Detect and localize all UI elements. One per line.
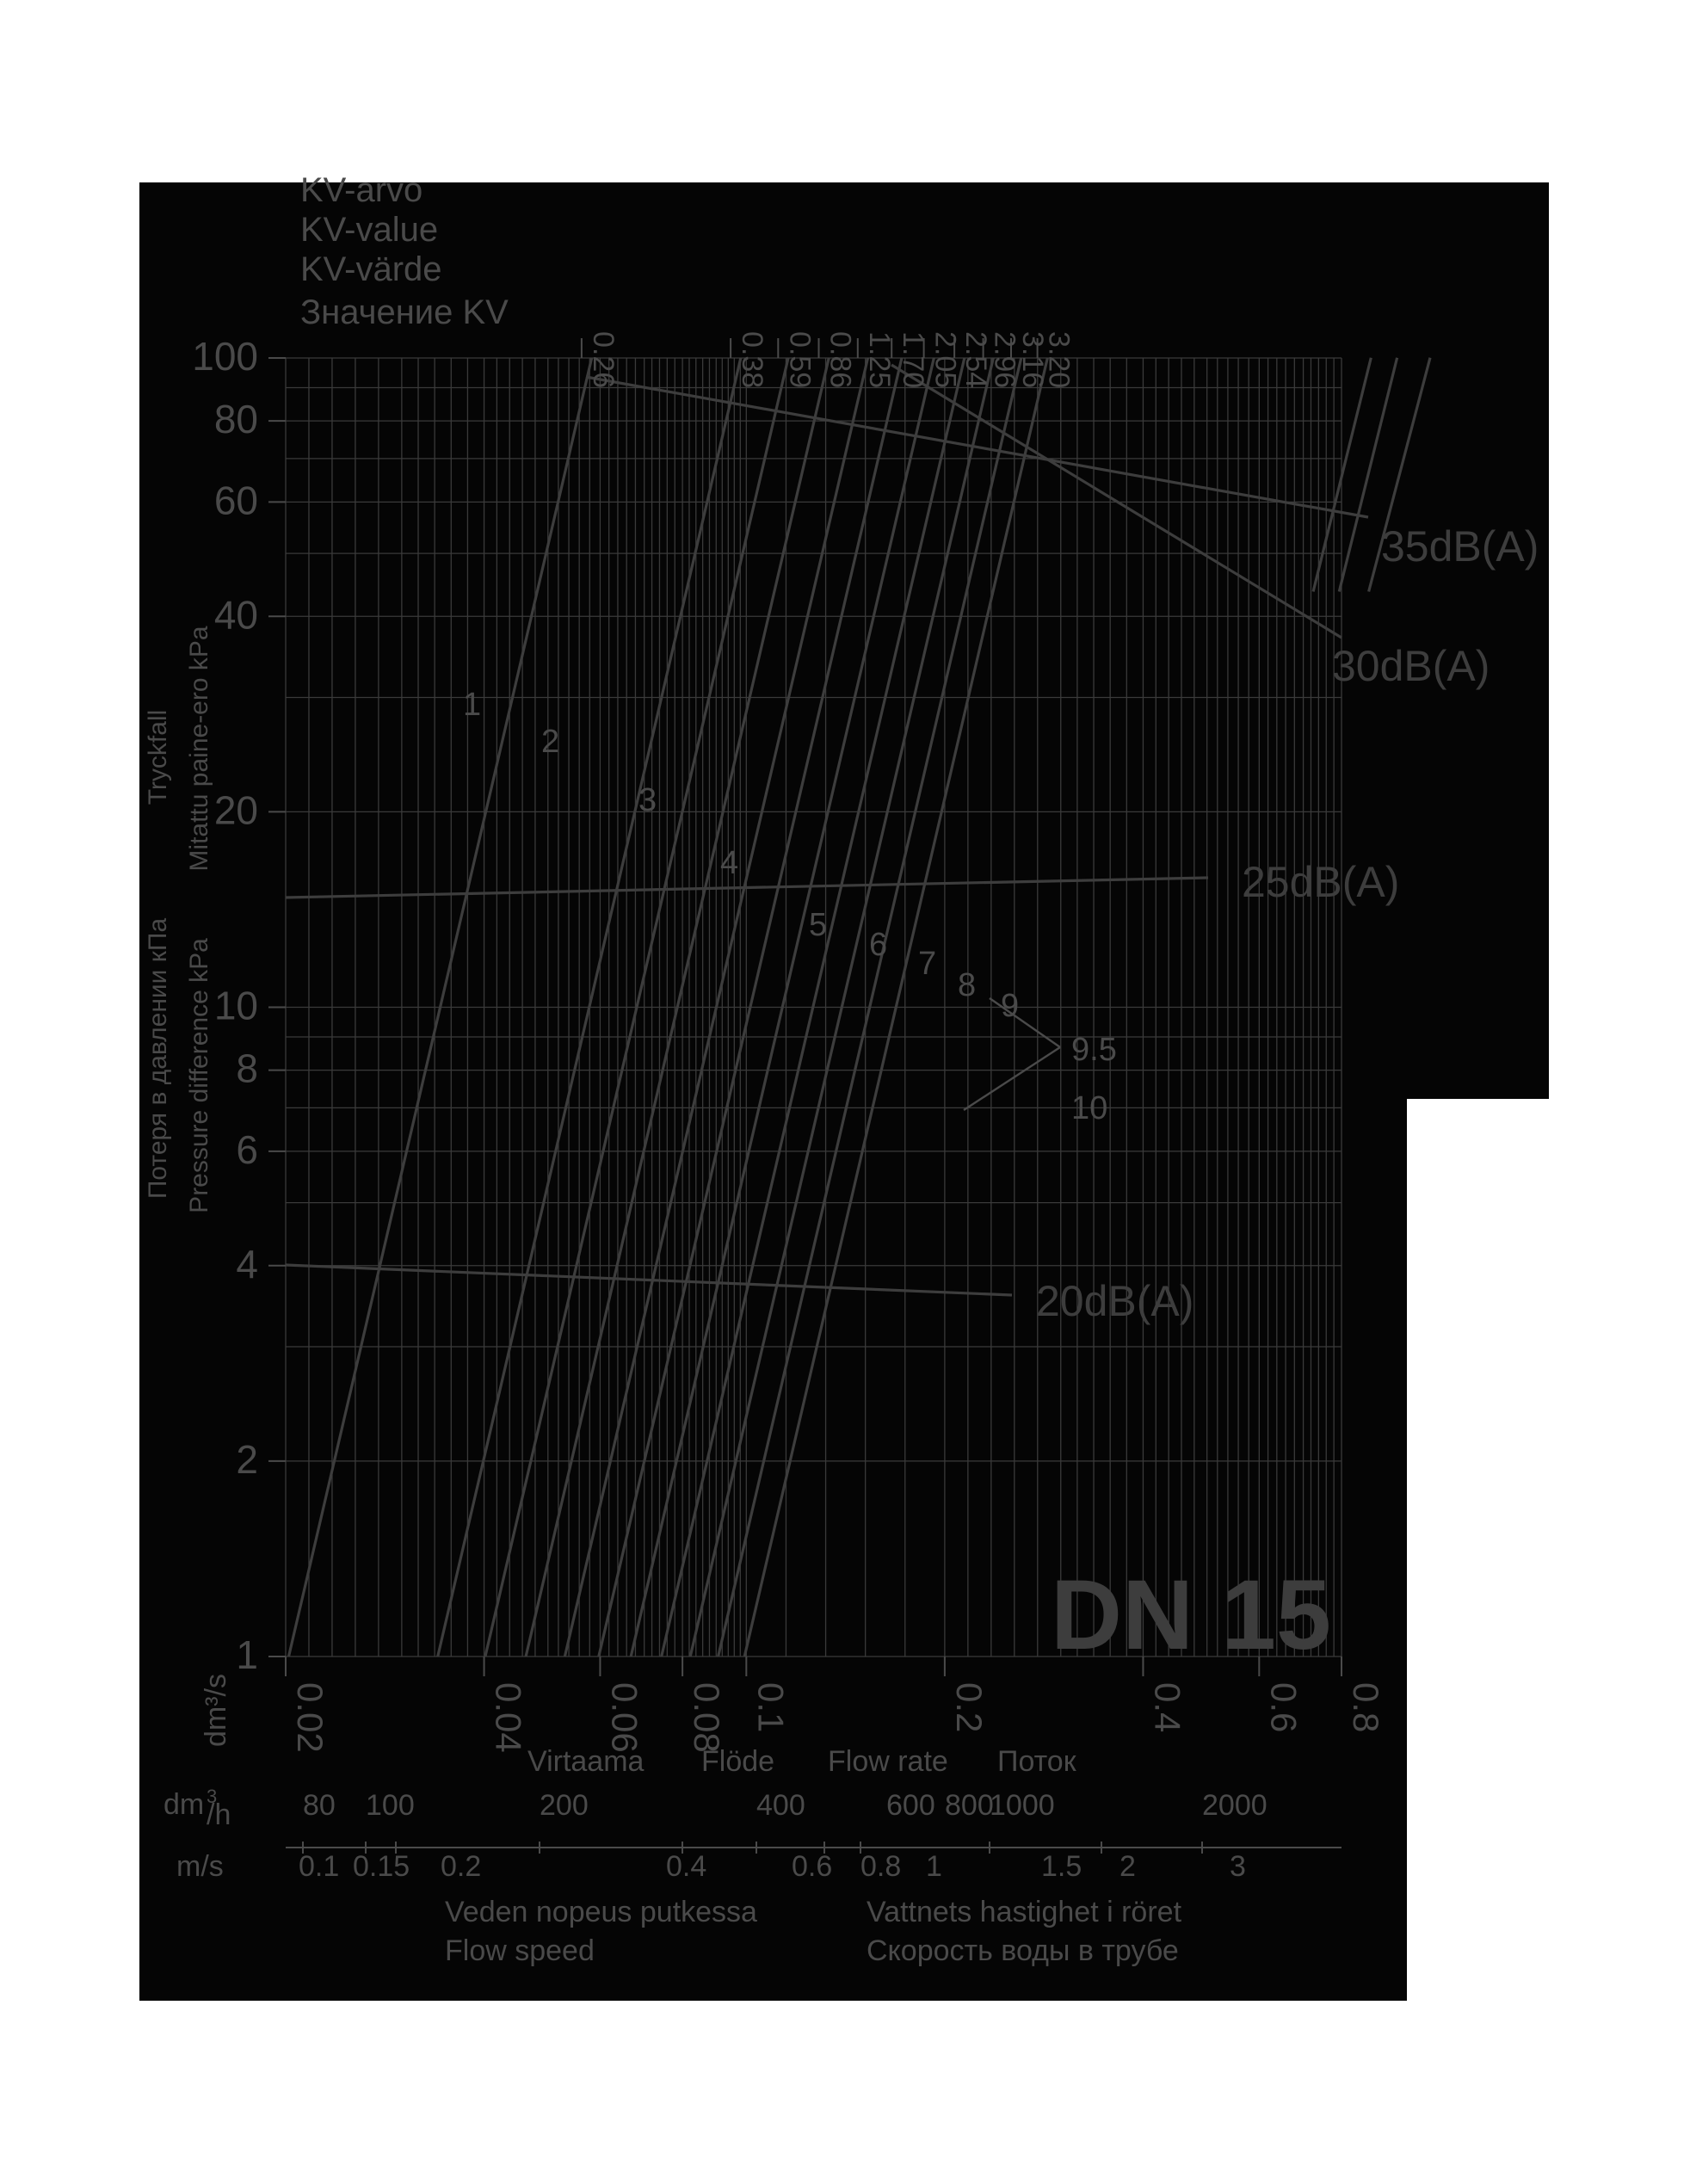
svg-text:Pressure difference kPa: Pressure difference kPa [185,938,213,1213]
svg-text:80: 80 [214,397,258,441]
svg-text:2.96: 2.96 [989,331,1021,388]
svg-text:dm: dm [163,1788,204,1821]
svg-text:Virtaama: Virtaama [527,1745,645,1778]
svg-text:2: 2 [541,724,559,760]
svg-text:0.02: 0.02 [290,1682,330,1753]
svg-text:0.4: 0.4 [666,1850,706,1883]
svg-text:0.08: 0.08 [687,1682,727,1753]
svg-text:3: 3 [638,782,657,818]
svg-text:0.04: 0.04 [489,1682,529,1753]
svg-text:KV-arvo: KV-arvo [300,171,422,209]
svg-text:20dB(A): 20dB(A) [1036,1277,1193,1325]
svg-text:3: 3 [1230,1850,1246,1883]
svg-text:9: 9 [1001,988,1019,1024]
svg-text:200: 200 [540,1789,589,1822]
svg-text:1: 1 [926,1850,942,1883]
svg-text:40: 40 [214,592,258,637]
svg-text:Veden nopeus putkessa: Veden nopeus putkessa [445,1896,757,1928]
svg-text:0.8: 0.8 [1346,1682,1386,1732]
svg-text:KV-värde: KV-värde [300,250,442,288]
svg-text:KV-value: KV-value [300,211,438,249]
svg-text:0.6: 0.6 [792,1850,832,1883]
svg-text:20: 20 [214,787,258,832]
svg-text:1.5: 1.5 [1041,1850,1082,1883]
svg-text:80: 80 [303,1789,336,1822]
svg-text:5: 5 [809,907,827,943]
svg-text:0.6: 0.6 [1263,1682,1304,1732]
svg-text:1.25: 1.25 [863,331,896,388]
svg-text:600: 600 [886,1789,935,1822]
svg-text:/h: /h [207,1798,231,1831]
svg-text:100: 100 [366,1789,415,1822]
svg-text:Vattnets hastighet i röret: Vattnets hastighet i röret [867,1896,1182,1928]
svg-text:9.5: 9.5 [1071,1032,1117,1068]
svg-text:1000: 1000 [990,1789,1055,1822]
svg-text:Потеря в давлении кПа: Потеря в давлении кПа [144,918,172,1200]
svg-text:30dB(A): 30dB(A) [1332,642,1490,690]
svg-text:Скорость воды в трубе: Скорость воды в трубе [867,1934,1179,1967]
svg-text:7: 7 [918,946,936,982]
svg-text:6: 6 [869,927,887,963]
svg-text:1: 1 [463,687,481,723]
svg-text:0.1: 0.1 [299,1850,339,1883]
svg-text:2000: 2000 [1202,1789,1268,1822]
svg-text:3.20: 3.20 [1043,331,1076,388]
svg-text:60: 60 [214,478,258,522]
svg-text:4: 4 [236,1242,258,1286]
svg-text:Flow rate: Flow rate [828,1745,948,1778]
svg-text:35dB(A): 35dB(A) [1381,522,1539,571]
svg-text:0.86: 0.86 [824,331,857,388]
svg-text:2.54: 2.54 [959,331,992,388]
svg-text:Поток: Поток [997,1745,1077,1778]
svg-text:100: 100 [192,334,258,379]
svg-text:0.2: 0.2 [441,1850,481,1883]
svg-text:0.8: 0.8 [860,1850,901,1883]
svg-text:0.38: 0.38 [736,331,768,388]
svg-text:2: 2 [1119,1850,1136,1883]
svg-text:0.59: 0.59 [783,331,816,388]
svg-text:0.4: 0.4 [1147,1682,1187,1732]
svg-text:0.06: 0.06 [604,1682,645,1753]
svg-text:2: 2 [236,1437,258,1482]
svg-text:25dB(A): 25dB(A) [1242,858,1399,906]
svg-text:0.2: 0.2 [949,1682,990,1732]
svg-text:DN 15: DN 15 [1051,1560,1331,1670]
svg-text:800: 800 [945,1789,994,1822]
svg-text:10: 10 [1071,1090,1107,1126]
svg-text:0.1: 0.1 [750,1682,791,1732]
svg-text:Mitattu paine-ero kPa: Mitattu paine-ero kPa [185,626,213,871]
svg-text:8: 8 [236,1046,258,1091]
svg-text:Значение KV: Значение KV [300,293,509,331]
svg-text:4: 4 [720,845,738,881]
svg-text:0.15: 0.15 [353,1850,410,1883]
svg-text:dm³/s: dm³/s [200,1674,232,1747]
svg-text:1: 1 [236,1632,258,1677]
svg-text:10: 10 [214,984,258,1028]
svg-text:8: 8 [958,967,976,1003]
svg-text:2.05: 2.05 [929,331,962,388]
svg-text:Tryckfall: Tryckfall [144,710,172,805]
svg-text:Flow speed: Flow speed [445,1934,595,1967]
svg-text:m/s: m/s [176,1850,224,1883]
svg-text:Flöde: Flöde [701,1745,774,1778]
svg-text:6: 6 [236,1127,258,1172]
svg-text:0.26: 0.26 [587,331,620,388]
svg-text:400: 400 [756,1789,805,1822]
